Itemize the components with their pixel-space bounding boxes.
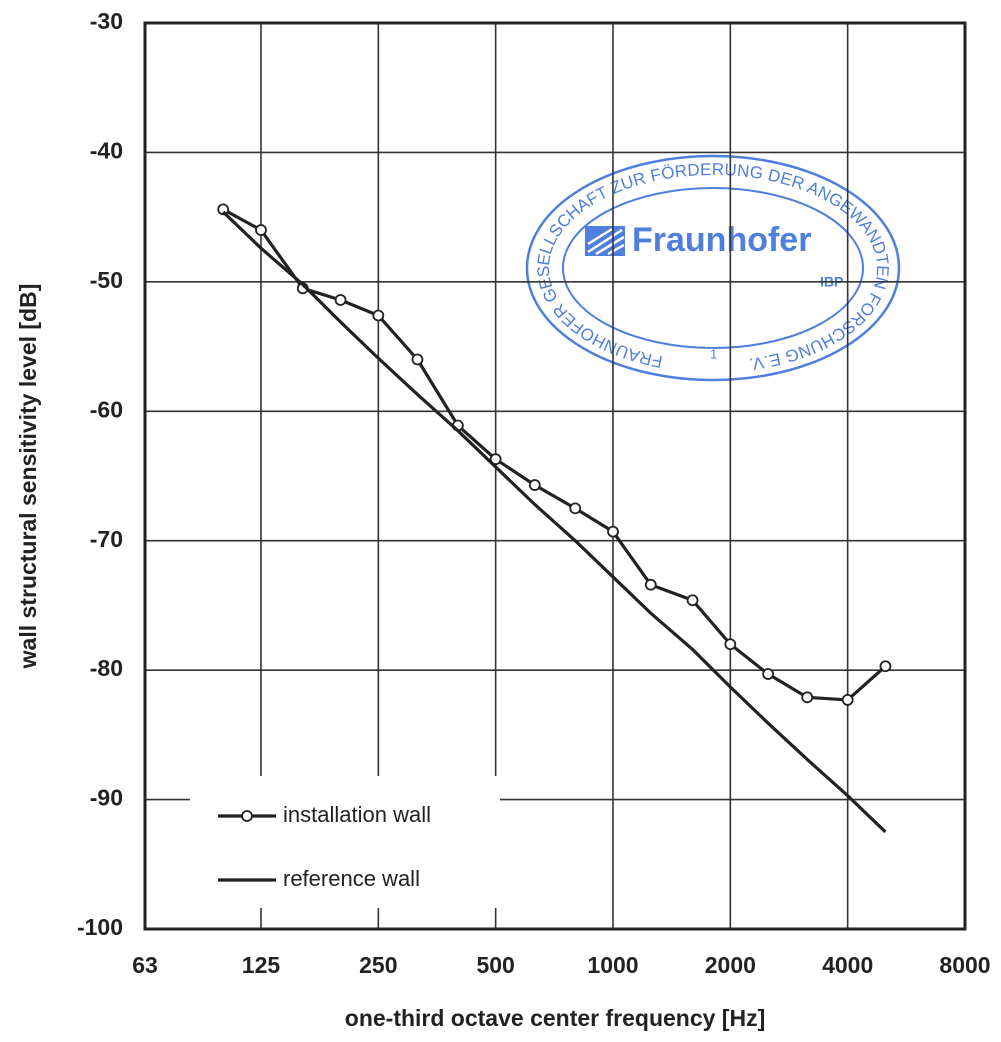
y-tick-label: -50 (90, 267, 123, 293)
data-point (879, 660, 892, 673)
x-tick-label: 1000 (587, 952, 638, 978)
data-point (411, 353, 424, 366)
x-tick-label: 500 (476, 952, 514, 978)
y-tick-label: -80 (90, 655, 123, 681)
stamp-brand: Fraunhofer (632, 221, 811, 259)
data-point (762, 668, 775, 680)
data-point (255, 224, 267, 236)
x-tick-label: 4000 (822, 952, 873, 978)
x-tick-label: 8000 (939, 952, 990, 978)
x-tick-label: 2000 (705, 952, 756, 978)
y-tick-label: -60 (90, 396, 123, 422)
y-tick-label: -40 (90, 138, 123, 164)
data-point (686, 594, 699, 607)
data-point (569, 502, 582, 515)
y-tick-label: -90 (90, 785, 123, 811)
data-point (607, 525, 619, 538)
series-line (222, 207, 887, 702)
stamp-inner (562, 187, 864, 349)
legend-box (190, 776, 500, 908)
data-point (801, 691, 814, 704)
y-tick-label: -30 (90, 8, 123, 34)
data-point (334, 294, 347, 306)
y-tick-label: -70 (90, 526, 123, 552)
x-tick-label: 250 (359, 952, 397, 978)
legend-marker (241, 810, 253, 822)
data-point (489, 453, 502, 466)
stamp-outer (525, 154, 901, 382)
legend-label: installation wall (283, 802, 431, 827)
legend: installation wall reference wall (190, 776, 500, 908)
x-tick-label: 63 (132, 952, 158, 978)
y-tick-label: -100 (77, 914, 123, 940)
data-point (372, 309, 385, 322)
stamp-number: 1 (710, 346, 717, 361)
stamp-logo (585, 226, 625, 256)
data-point (841, 694, 854, 706)
series-line (222, 210, 887, 834)
x-tick-label: 125 (242, 952, 281, 978)
legend-label: reference wall (283, 866, 420, 891)
plot-frame (143, 21, 967, 931)
data-point (724, 638, 737, 651)
data-point (644, 578, 657, 591)
data-point (217, 203, 230, 216)
data-point (528, 479, 541, 491)
x-axis-label: one-third octave center frequency [Hz] (345, 1005, 765, 1031)
y-axis-label: wall structural sensitivity level [dB] (15, 284, 41, 670)
